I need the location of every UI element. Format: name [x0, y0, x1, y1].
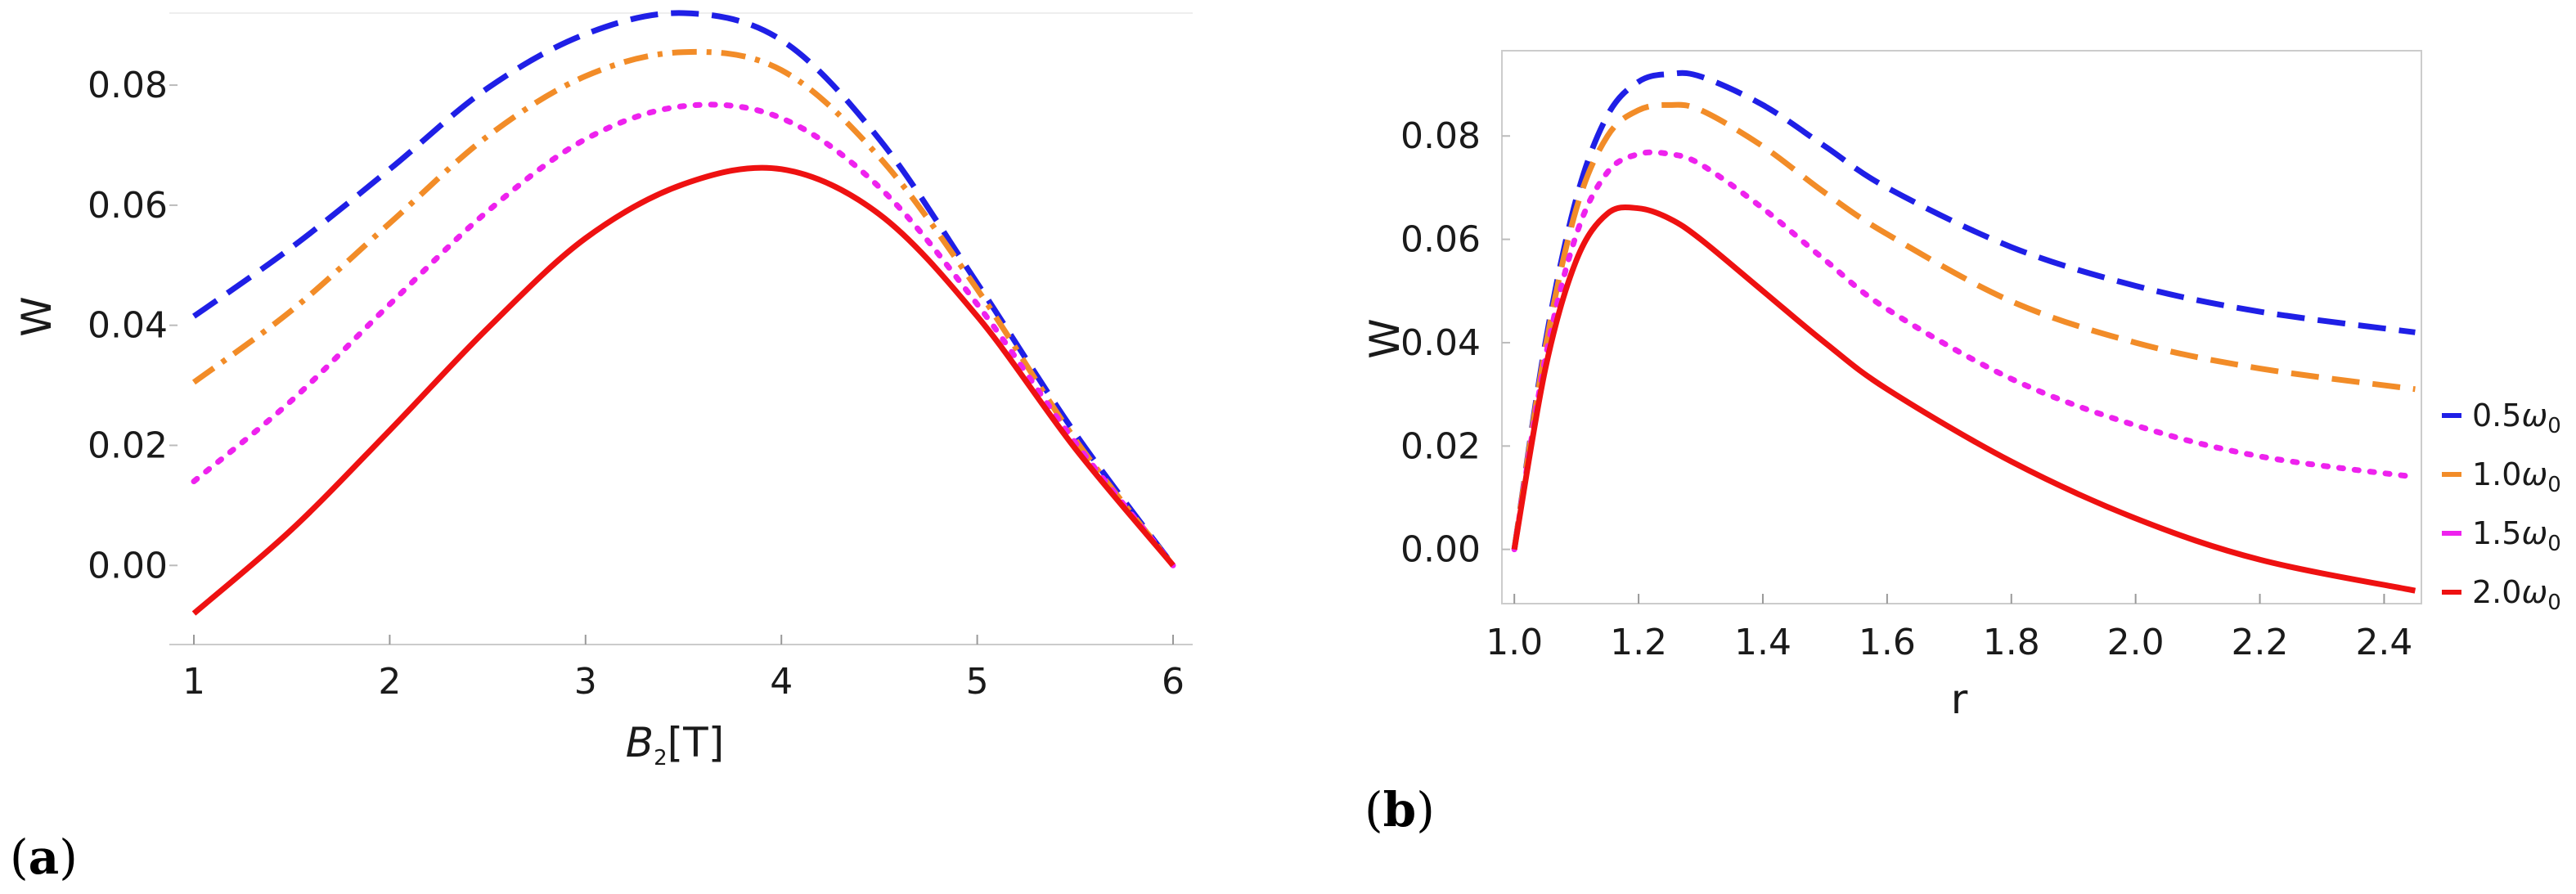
panel-b-series-1.0w0 [1511, 101, 2416, 550]
panel-a-xtick-label: 3 [574, 661, 597, 703]
panel-b-series-0.5w0 [1511, 70, 2416, 550]
panel-b-xtick-label: 1.0 [1486, 622, 1543, 663]
panel-a-label: (a) [10, 829, 78, 885]
panel-a-ytick-label: 0.04 [88, 305, 168, 347]
panel-a-xtick-label: 5 [966, 661, 989, 703]
panel-b-frame [1501, 50, 2422, 604]
panel-a-ylabel: W [13, 296, 61, 336]
legend-label: 0.5ω0 [2472, 398, 2561, 438]
panel-a-ytick-label: 0.00 [88, 545, 168, 586]
panel-b-xlabel: r [1951, 676, 1968, 723]
panel-b: 1.0 1.2 1.4 1.6 1.8 2.0 2.2 2.4 0.00 0.02 0.04 0.0… [1361, 50, 2561, 838]
panel-a-series-0.5w0 [191, 10, 1176, 568]
legend-swatch [2442, 531, 2461, 536]
panel-b-xtick-label: 1.6 [1859, 622, 1916, 663]
panel-a-xtick-label: 1 [182, 661, 205, 703]
panel-b-xtick-label: 2.4 [2355, 622, 2412, 663]
panel-a-xlabel: B2[T] [626, 719, 724, 770]
legend-swatch [2442, 413, 2461, 418]
panel-a-ytick-label: 0.02 [88, 425, 168, 466]
panel-b-ytick-label: 0.06 [1400, 219, 1481, 261]
panel-a-ytick-label: 0.08 [88, 65, 168, 106]
panel-b-series-1.5w0 [1511, 149, 2418, 553]
legend-swatch [2442, 590, 2461, 595]
panel-b-series-2.0w0 [1511, 204, 2416, 594]
panel-b-ylabel: W [1361, 318, 1409, 358]
panel-b-ytick-label: 0.00 [1400, 529, 1481, 571]
legend-label: 1.0ω0 [2472, 456, 2561, 497]
panel-b-xtick-label: 1.2 [1610, 622, 1667, 663]
panel-b-label: (b) [1364, 782, 1435, 838]
panel-b-xtick-label: 1.8 [1983, 622, 2040, 663]
panel-a-xlabel-main: B [626, 719, 654, 766]
panel-a-xlabel-sub: 2 [654, 746, 668, 770]
panel-b-xtick-label: 2.2 [2232, 622, 2289, 663]
panel-a-series-2.0w0 [191, 164, 1176, 616]
panel-b-ytick-label: 0.02 [1400, 425, 1481, 467]
panel-a-xtick-label: 6 [1162, 661, 1185, 703]
panel-a-xlabel-unit: [T] [668, 719, 725, 766]
legend-swatch [2442, 472, 2461, 477]
panel-b-label-letter: b [1383, 782, 1417, 838]
panel-a-xtick-label: 4 [770, 661, 793, 703]
panel-a-ytick-label: 0.06 [88, 185, 168, 227]
panel-a-series-1.5w0 [191, 101, 1176, 568]
legend-label: 1.5ω0 [2472, 515, 2561, 556]
panel-b-ytick-label: 0.04 [1400, 322, 1481, 364]
panel-b-xtick-label: 1.4 [1734, 622, 1792, 663]
panel-a-series-1.0w0 [191, 48, 1176, 568]
panel-a-xtick-label: 2 [378, 661, 401, 703]
panel-a-label-letter: a [29, 829, 60, 885]
legend-label: 2.0ω0 [2472, 574, 2561, 615]
panel-b-xtick-label: 2.0 [2107, 622, 2165, 663]
panel-b-ytick-label: 0.08 [1400, 115, 1481, 157]
